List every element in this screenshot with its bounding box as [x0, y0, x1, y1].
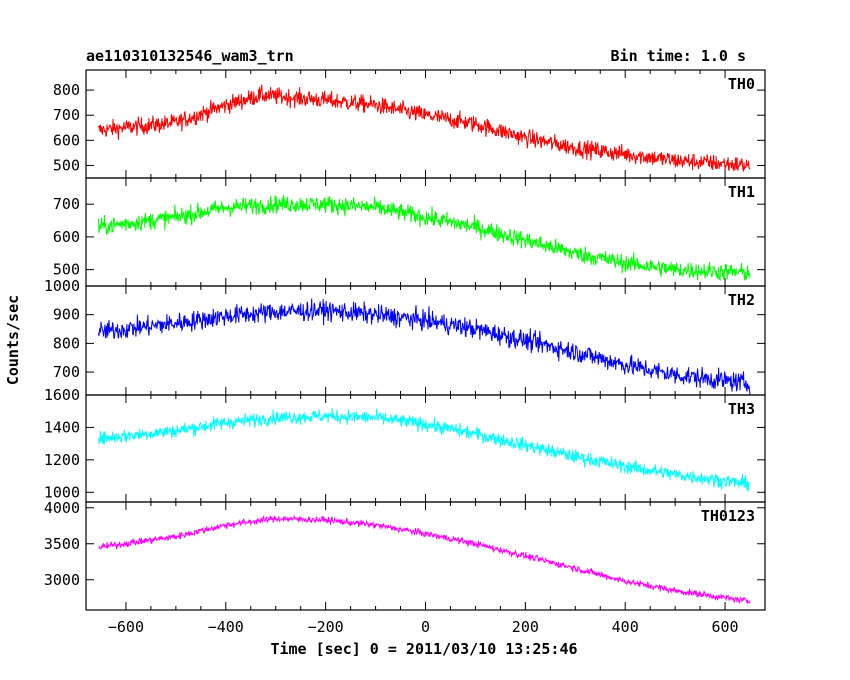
y-tick-label: 1600	[44, 386, 80, 404]
y-tick-label: 800	[53, 334, 80, 352]
series-line-th1	[98, 194, 751, 282]
panel-label-th0123: TH0123	[701, 507, 755, 525]
y-tick-label: 1200	[44, 451, 80, 469]
x-tick-label: −200	[308, 618, 344, 636]
bin-time-label: Bin time: 1.0 s	[611, 47, 746, 65]
series-line-th2	[98, 298, 751, 396]
y-tick-label: 3500	[44, 535, 80, 553]
x-tick-label: 600	[712, 618, 739, 636]
panel-frame-th3	[85, 394, 766, 503]
panel-label-th3: TH3	[728, 400, 755, 418]
y-tick-label: 4000	[44, 499, 80, 517]
y-tick-label: 600	[53, 228, 80, 246]
y-tick-label: 500	[53, 156, 80, 174]
x-tick-label: 0	[421, 618, 430, 636]
panel-label-th2: TH2	[728, 291, 755, 309]
y-tick-label: 3000	[44, 571, 80, 589]
y-tick-label: 800	[53, 81, 80, 99]
x-axis-label: Time [sec] 0 = 2011/03/10 13:25:46	[270, 640, 577, 658]
y-tick-label: 1000	[44, 483, 80, 501]
series-line-th3	[98, 408, 751, 492]
series-line-th0123	[98, 514, 751, 604]
y-tick-label: 700	[53, 195, 80, 213]
y-tick-label: 700	[53, 106, 80, 124]
y-axis-label: Counts/sec	[4, 295, 22, 385]
panels-group: TH0 500 600 700 800 TH1 500 600 700 TH2 700 800 900 1…	[44, 69, 766, 636]
x-tick-label: 200	[512, 618, 539, 636]
y-tick-label: 600	[53, 131, 80, 149]
y-tick-label: 1400	[44, 418, 80, 436]
panel-frame-th1	[85, 177, 766, 287]
y-tick-label: 500	[53, 261, 80, 279]
y-tick-label: 900	[53, 306, 80, 324]
panel-frame-th0123	[85, 501, 766, 611]
panel-label-th1: TH1	[728, 183, 755, 201]
panel-label-th0: TH0	[728, 75, 755, 93]
x-tick-label: 400	[612, 618, 639, 636]
series-line-th0	[98, 84, 751, 173]
chart-title: ae110310132546_wam3_trn	[86, 47, 294, 65]
x-tick-label: −400	[208, 618, 244, 636]
y-tick-label: 1000	[44, 277, 80, 295]
y-tick-label: 700	[53, 363, 80, 381]
panel-frame-th2	[85, 285, 766, 396]
x-tick-label: −600	[108, 618, 144, 636]
